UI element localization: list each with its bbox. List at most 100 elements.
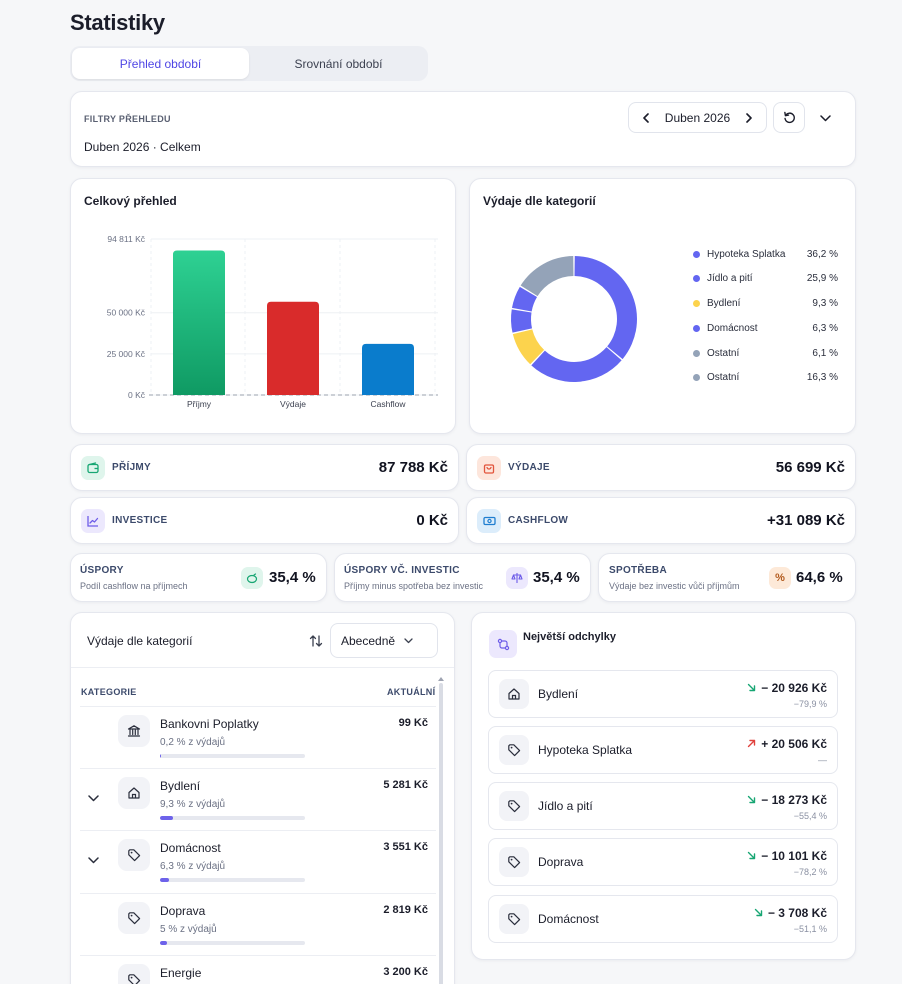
legend-name: Hypoteka Splatka xyxy=(707,248,786,260)
deviation-category-name: Doprava xyxy=(538,855,584,869)
category-name: Domácnost xyxy=(160,841,221,855)
category-share-bar xyxy=(160,941,305,945)
category-share-bar-fill xyxy=(160,754,162,758)
column-category-header: KATEGORIE xyxy=(81,687,137,697)
deviation-amount-wrap: − 10 101 Kč xyxy=(747,849,827,863)
chart-line-icon xyxy=(81,509,105,533)
category-list-scrollbar[interactable] xyxy=(439,683,443,984)
category-share: 0,2 % z výdajů xyxy=(160,737,226,748)
bar-cashflow[interactable] xyxy=(362,343,414,395)
ratio-savings-inv-subtitle: Příjmy minus spotřeba bez investic xyxy=(344,581,484,591)
category-row[interactable]: Bankovni Poplatky 99 Kč 0,2 % z výdajů xyxy=(80,706,436,768)
overview-card: Celkový přehled 0 Kč 25 000 Kč 50 000 Kč 94… xyxy=(70,178,456,434)
category-row[interactable]: Doprava 2 819 Kč 5 % z výdajů xyxy=(80,893,436,955)
legend-percentage: 16,3 % xyxy=(806,371,838,383)
deviation-row[interactable]: Jídlo a pití − 18 273 Kč −55,4 % xyxy=(488,782,838,830)
legend-item: Ostatní 16,3 % xyxy=(693,367,838,387)
donut-slice-ostatn-[interactable] xyxy=(511,286,538,312)
ratio-card-savings: ÚSPORY Podíl cashflow na příjmech 35,4 % xyxy=(70,553,327,602)
shopping-bag-icon xyxy=(477,456,501,480)
category-share: 6,3 % z výdajů xyxy=(160,861,226,872)
trend-up-icon xyxy=(747,737,756,751)
category-share: 9,3 % z výdajů xyxy=(160,799,226,810)
category-share-bar-fill xyxy=(160,878,170,882)
legend-item: Domácnost 6,3 % xyxy=(693,318,838,338)
deviation-row[interactable]: Bydlení − 20 926 Kč −79,9 % xyxy=(488,670,838,718)
legend-name: Bydlení xyxy=(707,297,741,309)
category-list-title: Výdaje dle kategorií xyxy=(87,634,193,648)
expand-row-button[interactable] xyxy=(88,789,102,803)
bank-icon xyxy=(118,715,150,747)
chevron-down-icon xyxy=(88,795,99,802)
ratio-card-consumption: SPOTŘEBA Výdaje bez investic vůči příjmů… xyxy=(598,553,856,602)
donut-slice-ostatn-[interactable] xyxy=(520,256,574,297)
ratio-savings-inv-value: 35,4 % xyxy=(533,569,580,586)
deviation-amount-wrap: − 18 273 Kč xyxy=(747,793,827,807)
bar-p-jmy[interactable] xyxy=(173,250,225,395)
deviation-amount: − 3 708 Kč xyxy=(767,906,827,920)
legend-item: Ostatní 6,1 % xyxy=(693,343,838,363)
tab-period-comparison[interactable]: Srovnání období xyxy=(294,56,383,71)
category-row[interactable]: Domácnost 3 551 Kč 6,3 % z výdajů xyxy=(80,830,436,892)
metric-card-investments: INVESTICE 0 Kč xyxy=(70,497,459,544)
metric-expenses-value: 56 699 Kč xyxy=(775,459,845,476)
trend-down-icon xyxy=(747,849,756,863)
categories-donut-card: Výdaje dle kategorií xyxy=(469,178,856,434)
scroll-up-arrow[interactable] xyxy=(438,677,444,681)
donut-slice-j-dlo-a-pit-[interactable] xyxy=(531,347,622,382)
tag-icon xyxy=(118,964,150,984)
donut-slice-dom-cnost[interactable] xyxy=(511,309,533,333)
x-tick-label: Cashflow xyxy=(371,399,407,409)
percent-icon: % xyxy=(769,567,791,589)
compare-arrows-icon xyxy=(489,630,517,658)
filters-card: FILTRY PŘEHLEDU Duben 2026 · Celkem Dube… xyxy=(70,91,856,167)
period-selector: Duben 2026 xyxy=(628,102,767,133)
donut-slice-bydlen-[interactable] xyxy=(512,329,545,365)
category-amount: 99 Kč xyxy=(398,717,428,729)
deviation-amount-wrap: − 20 926 Kč xyxy=(747,681,827,695)
category-row[interactable]: Bydlení 5 281 Kč 9,3 % z výdajů xyxy=(80,768,436,830)
bar-v-daje[interactable] xyxy=(267,301,319,395)
category-share: 5 % z výdajů xyxy=(160,924,217,935)
legend-color-dot xyxy=(693,274,700,282)
deviation-row[interactable]: Hypoteka Splatka + 20 506 Kč — xyxy=(488,726,838,774)
ratio-consumption-title: SPOTŘEBA xyxy=(609,565,667,576)
deviation-amount: + 20 506 Kč xyxy=(761,737,827,751)
refresh-icon xyxy=(783,111,795,124)
metric-card-cashflow: CASHFLOW +31 089 Kč xyxy=(466,497,856,544)
legend-percentage: 6,3 % xyxy=(812,322,838,334)
chevron-down-icon xyxy=(819,114,831,121)
y-tick-label: 25 000 Kč xyxy=(107,349,146,359)
reset-filters-button[interactable] xyxy=(773,102,805,133)
expand-row-button[interactable] xyxy=(88,851,102,865)
category-share-bar-fill xyxy=(160,816,174,820)
sort-direction-button[interactable] xyxy=(307,632,325,650)
tab-period-overview[interactable]: Přehled období xyxy=(72,48,249,79)
chevron-left-icon xyxy=(643,112,649,123)
prev-period-button[interactable] xyxy=(639,112,653,123)
sort-select[interactable]: Abecedně xyxy=(330,623,438,658)
deviation-row[interactable]: Domácnost − 3 708 Kč −51,1 % xyxy=(488,895,838,943)
chevron-down-icon xyxy=(88,857,99,864)
category-amount: 5 281 Kč xyxy=(383,779,428,791)
donut-slice-hypoteka-splatka[interactable] xyxy=(574,256,637,360)
ratio-savings-value: 35,4 % xyxy=(269,569,316,586)
y-tick-label: 0 Kč xyxy=(128,390,146,400)
metric-card-expenses: VÝDAJE 56 699 Kč xyxy=(466,444,856,491)
metric-investments-label: INVESTICE xyxy=(112,515,168,526)
category-share-bar xyxy=(160,816,305,820)
category-row[interactable]: Energie 3 200 Kč xyxy=(80,955,436,984)
sort-select-value: Abecedně xyxy=(341,633,396,648)
legend-percentage: 36,2 % xyxy=(806,248,838,260)
deviation-amount: − 18 273 Kč xyxy=(761,793,827,807)
ratio-card-savings-with-investments: ÚSPORY VČ. INVESTIC Příjmy minus spotřeb… xyxy=(334,553,591,602)
ratio-savings-title: ÚSPORY xyxy=(80,565,124,576)
legend-item: Jídlo a pití 25,9 % xyxy=(693,268,838,288)
overview-bar-chart: 0 Kč 25 000 Kč 50 000 Kč 94 811 Kč Příjmy Výd… xyxy=(107,234,438,409)
chevron-down-icon xyxy=(404,637,413,643)
x-tick-label: Výdaje xyxy=(280,399,306,409)
deviation-row[interactable]: Doprava − 10 101 Kč −78,2 % xyxy=(488,838,838,886)
next-period-button[interactable] xyxy=(742,112,756,123)
deviation-percentage: −51,1 % xyxy=(793,924,827,934)
expand-filters-button[interactable] xyxy=(815,108,835,128)
